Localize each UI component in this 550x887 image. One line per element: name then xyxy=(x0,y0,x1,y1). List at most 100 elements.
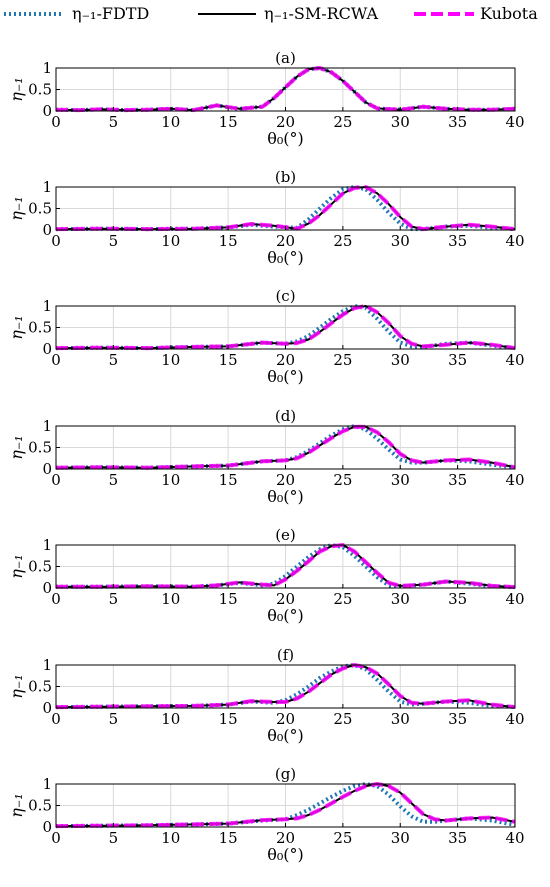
x-tick-label: 35 xyxy=(448,113,467,131)
y-tick-label: 1 xyxy=(42,656,52,674)
y-tick-label: 1 xyxy=(42,417,52,435)
x-tick-label: 30 xyxy=(391,113,410,131)
x-tick-label: 10 xyxy=(161,710,180,728)
panel-f: 0 5 10 15 20 25 30 35 40 0 0.5 1 (f) θ₀(°) η₋₁ xyxy=(7,646,525,745)
y-axis-label: η₋₁ xyxy=(7,674,26,698)
y-tick-label: 0.5 xyxy=(28,81,52,99)
x-tick-label: 5 xyxy=(109,113,119,131)
y-tick-label: 0.5 xyxy=(28,558,52,576)
x-tick-label: 30 xyxy=(391,471,410,489)
x-tick-label: 35 xyxy=(448,351,467,369)
x-axis-label: θ₀(°) xyxy=(267,487,304,506)
panel-b: 0 5 10 15 20 25 30 35 40 0 0.5 1 (b) θ₀(°) η₋₁ xyxy=(7,168,525,267)
x-tick-label: 25 xyxy=(333,471,352,489)
y-tick-label: 0.5 xyxy=(28,319,52,337)
x-tick-label: 40 xyxy=(505,113,524,131)
x-tick-label: 40 xyxy=(505,829,524,847)
x-tick-label: 30 xyxy=(391,351,410,369)
x-tick-label: 25 xyxy=(333,113,352,131)
x-tick-label: 5 xyxy=(109,829,119,847)
x-tick-label: 0 xyxy=(51,351,61,369)
x-tick-label: 30 xyxy=(391,710,410,728)
x-tick-label: 25 xyxy=(333,232,352,250)
panel-c: 0 5 10 15 20 25 30 35 40 0 0.5 1 (c) θ₀(°) η₋₁ xyxy=(7,287,525,386)
y-tick-label: 1 xyxy=(42,536,52,554)
y-tick-label: 0 xyxy=(42,460,52,478)
y-tick-label: 1 xyxy=(42,297,52,315)
x-tick-label: 20 xyxy=(276,113,295,131)
x-axis-label: θ₀(°) xyxy=(267,367,304,386)
x-axis-label: θ₀(°) xyxy=(267,248,304,267)
legend-label-rcwa: η₋₁-SM-RCWA xyxy=(264,4,379,23)
panel-g: 0 5 10 15 20 25 30 35 40 0 0.5 1 (g) θ₀(°) η₋₁ xyxy=(7,765,525,864)
y-tick-label: 0.5 xyxy=(28,678,52,696)
x-tick-label: 20 xyxy=(276,351,295,369)
y-tick-label: 1 xyxy=(42,775,52,793)
x-tick-label: 5 xyxy=(109,710,119,728)
x-tick-label: 40 xyxy=(505,710,524,728)
panel-e: 0 5 10 15 20 25 30 35 40 0 0.5 1 (e) θ₀(°) η₋₁ xyxy=(7,526,525,625)
x-tick-label: 30 xyxy=(391,829,410,847)
y-axis-label: η₋₁ xyxy=(7,435,26,459)
panel-title: (c) xyxy=(275,287,295,305)
x-tick-label: 0 xyxy=(51,471,61,489)
x-axis-label: θ₀(°) xyxy=(267,606,304,625)
y-axis-label: η₋₁ xyxy=(7,77,26,101)
x-tick-label: 25 xyxy=(333,351,352,369)
x-tick-label: 15 xyxy=(219,590,238,608)
x-tick-label: 15 xyxy=(219,471,238,489)
x-tick-label: 5 xyxy=(109,590,119,608)
panel-title: (d) xyxy=(275,407,296,425)
y-tick-label: 0 xyxy=(42,579,52,597)
x-tick-label: 25 xyxy=(333,710,352,728)
panel-d: 0 5 10 15 20 25 30 35 40 0 0.5 1 (d) θ₀(°) η₋₁ xyxy=(7,407,525,506)
y-tick-label: 1 xyxy=(42,59,52,77)
x-axis-label: θ₀(°) xyxy=(267,845,304,864)
x-tick-label: 15 xyxy=(219,351,238,369)
x-tick-label: 15 xyxy=(219,113,238,131)
legend: η₋₁-FDTD η₋₁-SM-RCWA Kubota xyxy=(4,4,538,23)
panel-title: (f) xyxy=(277,646,294,664)
x-tick-label: 5 xyxy=(109,232,119,250)
panel-title: (b) xyxy=(275,168,296,186)
series-kubota-line xyxy=(55,66,516,113)
y-tick-label: 0 xyxy=(42,818,52,836)
x-tick-label: 15 xyxy=(219,710,238,728)
x-tick-label: 35 xyxy=(448,710,467,728)
y-axis-label: η₋₁ xyxy=(7,196,26,220)
legend-label-kubota: Kubota xyxy=(480,4,538,23)
y-tick-label: 0 xyxy=(42,340,52,358)
panel-title: (a) xyxy=(275,49,296,67)
y-tick-label: 0.5 xyxy=(28,797,52,815)
x-tick-label: 0 xyxy=(51,113,61,131)
x-axis-label: θ₀(°) xyxy=(267,726,304,745)
series-kubota-line xyxy=(55,782,516,829)
x-tick-label: 20 xyxy=(276,471,295,489)
x-tick-label: 10 xyxy=(161,590,180,608)
x-tick-label: 25 xyxy=(333,829,352,847)
x-tick-label: 40 xyxy=(505,590,524,608)
series-kubota-line xyxy=(55,185,516,232)
series-kubota-line xyxy=(56,543,516,590)
y-axis-label: η₋₁ xyxy=(7,793,26,817)
x-tick-label: 30 xyxy=(391,590,410,608)
panel-title: (g) xyxy=(275,765,296,783)
legend-label-fdtd: η₋₁-FDTD xyxy=(72,4,149,23)
panel-title: (e) xyxy=(275,526,296,544)
y-tick-label: 0 xyxy=(42,102,52,120)
x-tick-label: 40 xyxy=(505,471,524,489)
x-tick-label: 10 xyxy=(161,471,180,489)
x-tick-label: 10 xyxy=(161,829,180,847)
x-tick-label: 40 xyxy=(505,232,524,250)
x-axis-label: θ₀(°) xyxy=(267,129,304,148)
x-tick-label: 10 xyxy=(161,351,180,369)
y-axis-label: η₋₁ xyxy=(7,554,26,578)
series-kubota-line xyxy=(55,424,516,470)
y-tick-label: 0.5 xyxy=(28,439,52,457)
series-kubota-line xyxy=(55,304,516,351)
x-tick-label: 15 xyxy=(219,232,238,250)
series-kubota-line xyxy=(55,663,516,710)
x-tick-label: 10 xyxy=(161,113,180,131)
x-tick-label: 0 xyxy=(51,829,61,847)
